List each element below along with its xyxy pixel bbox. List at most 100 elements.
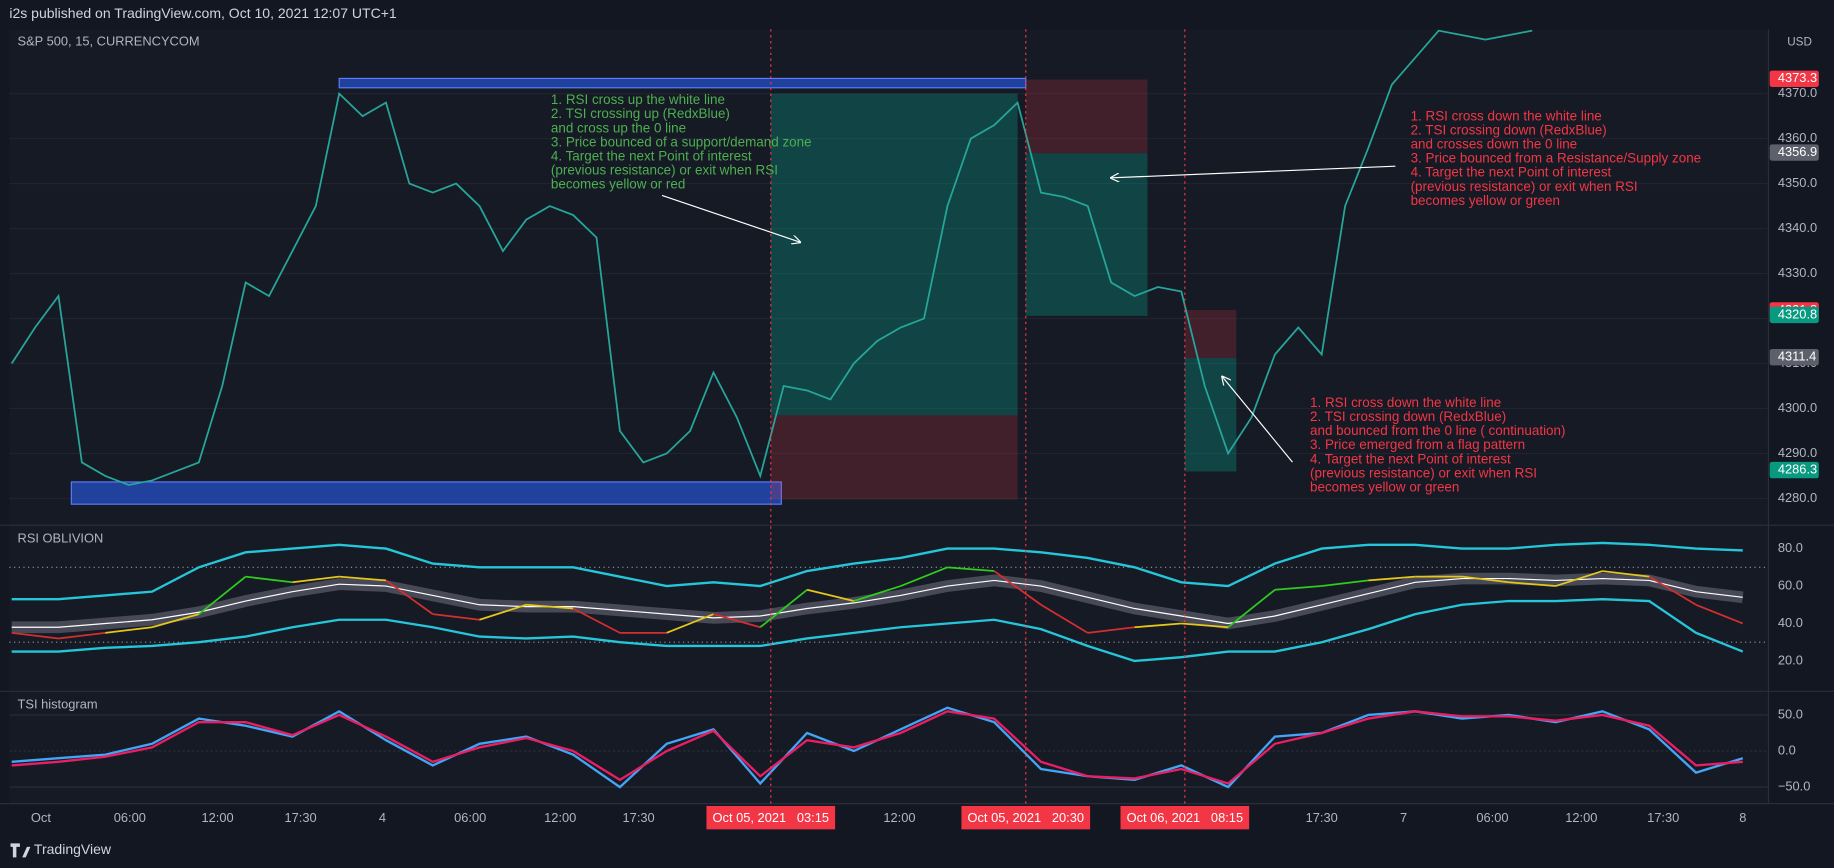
price-line <box>10 29 1533 486</box>
rsi-segment <box>479 603 527 621</box>
annotation-line: 3. Price bounced of a support/demand zon… <box>551 134 812 149</box>
rsi-segment <box>526 603 574 610</box>
annotation-line: 3. Price bounced from a Resistance/Suppl… <box>1411 151 1702 166</box>
time-label: 17:30 <box>623 810 655 825</box>
annotation-line: 1. RSI cross up the white line <box>551 92 725 107</box>
time-label: 4 <box>379 810 386 825</box>
time-label: 8 <box>1739 810 1746 825</box>
time-marker-label: Oct 06, 2021 08:15 <box>1127 810 1244 825</box>
price-tag <box>1769 144 1819 161</box>
short-stop <box>1025 79 1148 154</box>
rsi-segment <box>947 566 995 572</box>
price-tag <box>1769 461 1819 479</box>
annotations: 1. RSI cross up the white line 2. TSI cro… <box>551 92 1701 494</box>
time-marker-label: Oct 05, 2021 20:30 <box>968 810 1085 825</box>
annotation-line: 1. RSI cross down the white line <box>1310 395 1501 410</box>
y-tick-label: 4280.0 <box>1778 490 1817 505</box>
price-tag <box>1769 306 1819 324</box>
y-tick-label: 40.0 <box>1778 615 1803 630</box>
price-tag-label: 4320.8 <box>1778 306 1817 321</box>
price-tag-label: 4311.4 <box>1778 349 1816 364</box>
footer-logo: TradingView <box>10 841 112 858</box>
annotation-line: (previous resistance) or exit when RSI <box>1411 179 1638 194</box>
annotation-line: (previous resistance) or exit when RSI <box>551 162 778 177</box>
time-label: 06:00 <box>454 810 486 825</box>
annotation-line: (previous resistance) or exit when RSI <box>1310 465 1537 480</box>
time-label: Oct <box>31 810 51 825</box>
published-header: i2s published on TradingView.com, Oct 10… <box>9 5 397 21</box>
grid <box>9 93 1769 500</box>
rsi-segment <box>806 588 855 602</box>
short-stop <box>1184 310 1237 358</box>
time-label: 12:00 <box>883 810 915 825</box>
short-target <box>1025 153 1148 316</box>
y-tick-label: 4370.0 <box>1778 85 1817 100</box>
y-tick-label: 4330.0 <box>1778 265 1817 280</box>
arrow <box>1222 377 1293 463</box>
time-marker-tag <box>961 805 1091 830</box>
symbol-title: S&P 500, 15, CURRENCYCOM <box>18 34 200 49</box>
annotation-line: 2. TSI crossing down (RedxBlue) <box>1411 123 1607 138</box>
rsi-segment <box>1695 603 1744 625</box>
rsi-segment <box>900 566 948 587</box>
rsi-segment <box>385 579 434 615</box>
annotation-line: becomes yellow or red <box>551 176 685 191</box>
time-label: 12:00 <box>201 810 233 825</box>
lower-band <box>11 597 1744 663</box>
time-marker-tag <box>706 805 836 830</box>
time-marker-tag <box>1120 805 1250 830</box>
annotation-line: 4. Target the next Point of interest <box>1310 451 1511 466</box>
rsi-segment <box>993 570 1042 606</box>
annotation-line: and crosses down the 0 line <box>1411 137 1578 152</box>
annotation-line: 1. RSI cross down the white line <box>1411 109 1602 124</box>
rsi-segment <box>58 631 106 640</box>
long-stop <box>770 415 1018 500</box>
annotation-line: 4. Target the next Point of interest <box>1411 165 1612 180</box>
y-tick-label: 60.0 <box>1778 577 1803 592</box>
rsi-segment <box>1508 581 1556 587</box>
annotation-line: 3. Price emerged from a flag pattern <box>1310 437 1525 452</box>
time-marker-label: Oct 05, 2021 03:15 <box>713 810 830 825</box>
annotation-line: and bounced from the 0 line ( continuati… <box>1310 423 1565 438</box>
logo-icon <box>10 843 31 858</box>
price-tag-label: 4356.9 <box>1778 144 1817 159</box>
footer-text: TradingView <box>34 841 112 857</box>
rsi-segment <box>759 589 808 628</box>
price-tag-label: 4373.3 <box>1778 70 1817 85</box>
rsi-segment <box>432 613 480 621</box>
y-tick-label: 0.0 <box>1778 742 1796 757</box>
annotation-line: becomes yellow or green <box>1310 479 1459 494</box>
rsi-segment <box>11 631 59 640</box>
annotation-line: 2. TSI crossing down (RedxBlue) <box>1310 409 1506 424</box>
time-label: 7 <box>1400 810 1407 825</box>
short-target <box>1184 357 1237 472</box>
rsi-segment <box>339 575 387 582</box>
y-tick-label: 4290.0 <box>1778 445 1817 460</box>
annotation-line: and cross up the 0 line <box>551 120 686 135</box>
rsi-segment <box>1602 570 1650 578</box>
price-tag <box>1769 349 1819 366</box>
rsi-segment <box>666 613 714 634</box>
long-target <box>770 93 1018 416</box>
y-tick-label: −50.0 <box>1778 778 1811 793</box>
y-tick-label: 4360.0 <box>1778 130 1817 145</box>
indicators <box>9 541 1769 789</box>
currency: USD <box>1787 35 1812 48</box>
price-tag-label: 4286.3 <box>1778 461 1817 476</box>
rsi-segment <box>1181 622 1229 629</box>
arrow <box>661 194 800 242</box>
rsi-segment <box>853 585 901 602</box>
rsi-segment <box>1134 622 1182 629</box>
rsi-segment <box>713 613 761 629</box>
time-label: 06:00 <box>1476 810 1508 825</box>
rsi-segment <box>1555 570 1603 587</box>
pane-title: TSI histogram <box>18 697 98 712</box>
rsi-segment <box>1648 575 1697 606</box>
y-tick-label: 20.0 <box>1778 652 1803 667</box>
time-label: 12:00 <box>1565 810 1597 825</box>
arrow <box>1111 165 1396 178</box>
annotation-line: 4. Target the next Point of interest <box>551 148 752 163</box>
rsi-segment <box>1040 604 1089 634</box>
pane-title: RSI OBLIVION <box>18 531 104 546</box>
